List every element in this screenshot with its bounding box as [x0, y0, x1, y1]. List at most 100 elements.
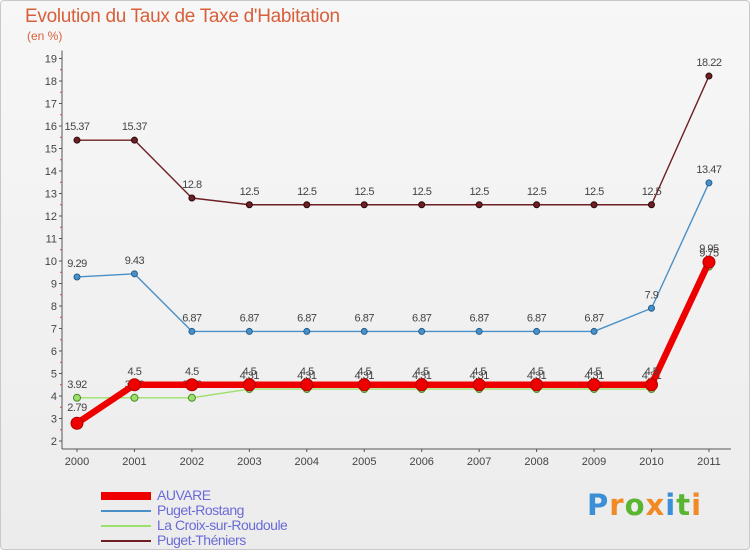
y-tick-label: 11 [46, 234, 57, 246]
data-label: 4.5 [185, 366, 199, 378]
data-label: 18.22 [696, 57, 721, 69]
data-point [357, 378, 371, 392]
data-label: 12.5 [527, 186, 547, 198]
data-label: 4.31 [469, 370, 489, 382]
data-label: 9.29 [67, 258, 87, 270]
data-point [705, 72, 713, 80]
x-tick-label: 2003 [237, 456, 261, 468]
x-tick-label: 2007 [467, 456, 491, 468]
data-label: 12.5 [642, 186, 662, 198]
data-label: 2.79 [67, 402, 87, 414]
y-tick-label: 5 [51, 369, 57, 381]
data-label: 6.87 [297, 312, 317, 324]
data-label: 4.5 [645, 366, 659, 378]
data-label: 12.5 [412, 186, 432, 198]
data-label: 4.5 [128, 366, 142, 378]
logo-letter: t [676, 488, 692, 522]
y-tick-label: 16 [45, 121, 57, 133]
data-point [187, 393, 196, 402]
y-tick-label: 4 [51, 391, 57, 403]
series-line [77, 266, 710, 399]
data-label: 3.92 [67, 379, 87, 391]
data-label: 9.43 [125, 255, 145, 267]
data-label: 4.31 [412, 370, 432, 382]
data-point [587, 378, 601, 392]
data-label: 6.87 [584, 312, 604, 324]
data-point [70, 416, 84, 430]
data-point [73, 393, 81, 402]
series-line [76, 182, 710, 333]
data-point [303, 201, 311, 209]
data-label: 6.87 [355, 312, 375, 324]
data-label: 12.5 [469, 186, 489, 198]
data-label: 6.87 [182, 312, 202, 324]
data-label: 4.5 [357, 366, 371, 378]
data-point [242, 378, 256, 392]
data-label: 4.5 [472, 366, 486, 378]
data-point [645, 378, 658, 392]
data-label: 12.8 [182, 179, 202, 191]
y-tick-label: 3 [51, 414, 57, 426]
x-tick-label: 2005 [352, 456, 376, 468]
data-label: 4.31 [584, 370, 604, 382]
data-point [475, 327, 483, 335]
data-label: 13.47 [696, 164, 721, 176]
data-point [130, 136, 138, 144]
data-label: 9.95 [699, 243, 719, 255]
data-label: 6.87 [240, 312, 260, 324]
logo-letter: i [691, 488, 703, 522]
data-point [533, 201, 541, 209]
series-line [77, 75, 710, 206]
y-tick-label: 9 [51, 279, 57, 291]
data-point [188, 327, 196, 335]
x-tick-label: 2009 [582, 456, 606, 468]
data-point [648, 201, 655, 209]
y-tick-label: 6 [51, 346, 57, 358]
legend-item-puget-theniers: Puget-Théniers [101, 532, 361, 548]
data-point [705, 179, 713, 187]
legend-item-auvare: AUVARE [101, 487, 361, 503]
data-label: 6.87 [469, 312, 489, 324]
legend-label: La Croix-sur-Roudoule [157, 517, 288, 533]
chart-title: Evolution du Taux de Taxe d'Habitation [25, 6, 340, 27]
data-point [590, 201, 598, 209]
data-label: 4.31 [527, 370, 547, 382]
data-point [415, 378, 429, 392]
legend-item-la-croix-sur-roudoule: La Croix-sur-Roudoule [101, 517, 361, 533]
data-label: 7.9 [645, 289, 659, 301]
data-label: 4.5 [587, 366, 601, 378]
x-tick-label: 2004 [295, 456, 319, 468]
data-label: 4.31 [240, 370, 260, 382]
data-point [73, 273, 81, 281]
logo-letter: i [665, 488, 677, 522]
legend-label: Puget-Théniers [157, 532, 246, 548]
y-tick-label: 18 [45, 76, 57, 88]
data-point [245, 201, 253, 209]
data-label: 4.5 [242, 366, 256, 378]
logo-letter: P [587, 488, 610, 522]
y-tick-label: 10 [45, 256, 57, 268]
x-tick-label: 2002 [180, 456, 204, 468]
data-point [188, 194, 196, 202]
logo-letter: x [645, 488, 666, 522]
proxiti-logo: Proxiti [587, 488, 702, 522]
y-tick-label: 14 [45, 166, 57, 178]
data-label: 12.5 [355, 186, 375, 198]
data-point [73, 136, 81, 144]
y-tick-label: 17 [45, 99, 57, 111]
legend-swatch [101, 540, 151, 542]
legend-item-puget-rostang: Puget-Rostang [101, 502, 361, 518]
legend-swatch [101, 525, 151, 527]
data-point [472, 378, 486, 392]
legend-swatch [101, 510, 151, 512]
data-label: 6.87 [527, 312, 547, 324]
data-label: 4.31 [355, 370, 375, 382]
data-point [418, 201, 426, 209]
series-line [75, 260, 712, 426]
data-point [245, 327, 253, 335]
data-point [185, 378, 199, 392]
data-point [300, 378, 314, 392]
data-point [590, 327, 598, 335]
